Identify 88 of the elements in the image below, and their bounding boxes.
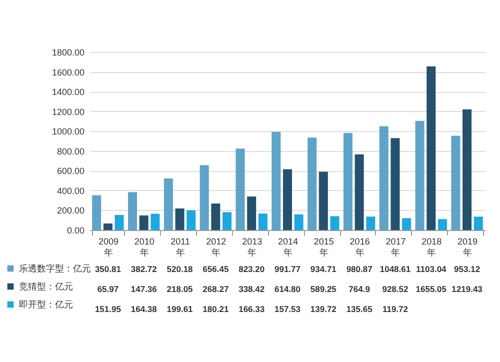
data-label: 164.38 [130,304,158,314]
bar [379,126,388,230]
data-label: 139.72 [310,304,337,314]
data-label: 199.61 [166,304,194,314]
bar [318,172,328,230]
bar [247,196,256,230]
x-tick-label: 2019年 [458,236,478,258]
data-label: 135.65 [346,304,373,314]
bar [139,215,148,230]
x-tick-label: 2016年 [350,236,370,258]
data-label: 268.27 [202,284,229,294]
data-label: 1048.61 [380,264,411,274]
bar [451,136,460,230]
bar [294,214,304,230]
bar [175,208,184,230]
data-label: 991.77 [274,264,301,274]
data-label: 934.71 [310,264,337,274]
x-tick-label: 2017年 [386,236,406,258]
bar [354,154,364,230]
y-tick-label: 400.00 [56,186,84,196]
data-label: 589.25 [310,284,337,294]
data-label: 157.53 [274,304,301,314]
y-tick-label: 1400.00 [52,87,84,98]
y-tick-label: 1800.00 [52,48,84,58]
bar [415,120,424,230]
data-label: 218.05 [166,284,194,294]
y-tick-label: 1600.00 [52,67,84,78]
data-label: 953.12 [454,264,480,274]
data-label: 928.52 [382,284,408,294]
data-label: 166.33 [238,304,265,314]
x-tick-label: 2010年 [134,236,154,258]
data-label: 614.80 [274,284,301,294]
bar [103,223,112,230]
bar [343,133,352,230]
legend-label: 乐透数字型：亿元 [19,264,91,274]
bar [222,212,232,230]
data-label: 764.9 [348,284,370,294]
bar [402,218,412,230]
bar [474,216,483,230]
data-label: 350.81 [94,264,122,274]
bar [236,148,245,230]
bar [114,214,124,230]
bar [283,169,292,230]
x-tick-label: 2014年 [278,236,298,258]
bar [366,216,376,230]
x-tick-label: 2011年 [170,236,190,258]
data-label: 151.95 [94,304,122,314]
bar [200,165,209,230]
bar [164,178,173,230]
data-label: 382.72 [130,264,158,274]
data-label: 338.42 [238,284,265,294]
data-label: 520.18 [166,264,194,274]
data-label: 180.21 [202,304,229,314]
bar [92,195,102,230]
data-label: 1655.05 [416,284,447,294]
data-label: 980.87 [346,264,373,274]
bar [426,66,436,230]
x-tick-label: 2009年 [98,236,118,258]
y-tick-label: 200.00 [56,206,84,216]
bar [272,132,281,230]
bar [330,216,340,230]
legend-label: 即开型：亿元 [19,300,73,310]
y-tick-label: 1000.00 [52,126,84,137]
data-label: 65.97 [97,284,119,294]
y-tick-label: 800.00 [56,146,84,156]
bar [438,219,447,230]
x-tick-label: 2018年 [422,236,442,258]
bar [308,138,317,230]
y-tick-label: 0.00 [66,226,84,236]
bar [211,203,220,230]
data-label: 823.20 [238,264,265,274]
data-label: 1219.43 [452,284,483,294]
data-label: 1103.04 [416,264,447,274]
x-tick-label: 2012年 [206,236,226,258]
y-tick-label: 600.00 [56,166,84,176]
x-tick-label: 2013年 [242,236,262,258]
y-tick-label: 1200.00 [52,106,84,117]
x-tick-label: 2015年 [314,236,334,258]
bar [186,210,196,230]
data-label: 656.45 [202,264,229,274]
bar [390,138,400,230]
bar [150,214,160,230]
data-label: 119.72 [382,304,408,314]
legend-label: 竞猜型：亿元 [19,282,73,292]
data-label: 147.36 [130,284,158,294]
bar [128,192,138,230]
bar [258,214,268,230]
bar [462,109,472,230]
